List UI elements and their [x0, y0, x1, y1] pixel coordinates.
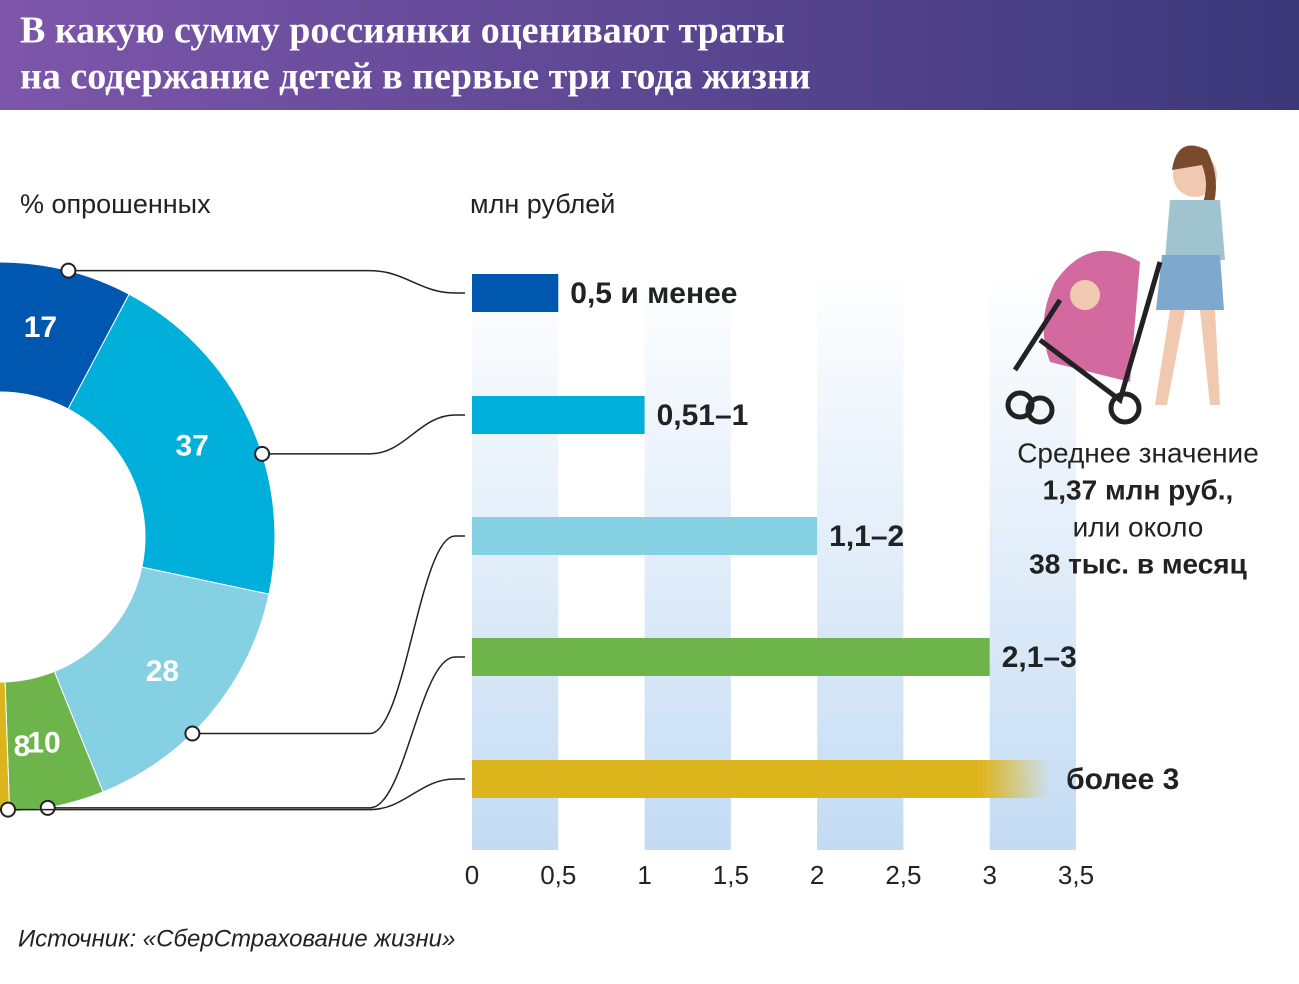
data-label: 8 [14, 730, 31, 763]
header [0, 0, 1299, 110]
axis-label: % опрошенных [20, 189, 211, 219]
x-tick-label: 1,5 [713, 860, 749, 890]
bar-label: 1,1–2 [829, 520, 904, 553]
connector-dot [0, 801, 16, 818]
grid-band [817, 270, 904, 850]
x-tick-label: 2,5 [885, 860, 921, 890]
bar [472, 638, 990, 676]
title: на содержание детей в первые три года жи… [20, 56, 811, 98]
grid-band [472, 270, 559, 850]
bar-label: 2,1–3 [1002, 641, 1077, 674]
bar-label: более 3 [1066, 763, 1179, 796]
connector-dot [39, 799, 56, 816]
bar-label: 0,5 и менее [570, 277, 737, 310]
bar [472, 760, 1051, 798]
annotation: Среднее значение [1017, 437, 1259, 468]
x-tick-label: 1 [637, 860, 651, 890]
title: В какую сумму россиянки оценивают траты [20, 10, 785, 52]
data-label: 10 [27, 726, 60, 759]
connector-dot [60, 262, 77, 279]
bar [472, 396, 645, 434]
connector-dot [184, 725, 201, 742]
annotation: 1,37 млн руб., [1043, 474, 1234, 505]
connector [0, 778, 465, 811]
data-label: 28 [146, 655, 179, 688]
donut-segment [67, 293, 276, 595]
connector [192, 535, 465, 735]
data-label: 37 [175, 429, 208, 462]
data-label: 17 [24, 311, 57, 344]
x-tick-label: 0 [465, 860, 479, 890]
grid-band [989, 270, 1076, 850]
source: Источник: «СберСтрахование жизни» [18, 925, 455, 952]
connector [47, 656, 465, 809]
connector [68, 269, 465, 294]
axis-label: млн рублей [470, 189, 615, 219]
annotation: или около [1073, 511, 1204, 542]
bar [472, 517, 818, 555]
x-tick-label: 3,5 [1058, 860, 1094, 890]
donut-segment [53, 566, 270, 793]
bar [472, 274, 559, 312]
illustration [1005, 145, 1225, 425]
x-tick-label: 2 [810, 860, 824, 890]
connector [262, 414, 465, 455]
connector-dot [254, 445, 271, 462]
bar-label: 0,51–1 [657, 399, 749, 432]
annotation: 38 тыс. в месяц [1029, 548, 1247, 579]
grid-band [644, 270, 731, 850]
x-tick-label: 0,5 [540, 860, 576, 890]
x-tick-label: 3 [982, 860, 996, 890]
donut-segment [0, 681, 11, 813]
